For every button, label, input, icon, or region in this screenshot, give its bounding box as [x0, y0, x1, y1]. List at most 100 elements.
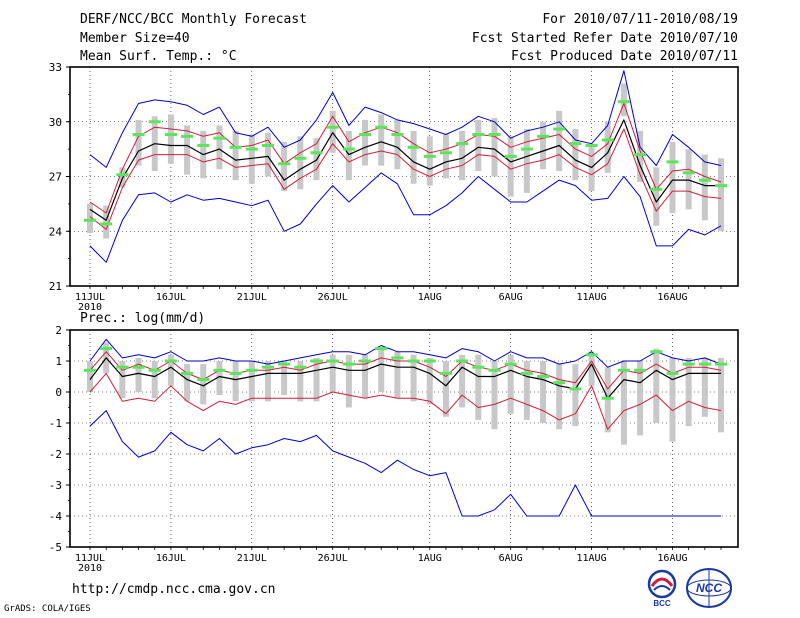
x-tick-label-line: 21JUL — [237, 292, 267, 303]
median-marker — [294, 156, 307, 160]
y-tick-label: 2 — [55, 324, 62, 337]
ensemble-box — [248, 361, 255, 402]
median-marker — [472, 133, 485, 137]
ensemble-box — [200, 364, 207, 405]
x-tick-label: 11JUL 2010 — [75, 553, 105, 574]
series-lower-line — [89, 372, 722, 430]
y-tick-label: -5 — [49, 541, 62, 554]
median-marker — [439, 371, 452, 375]
median-marker — [359, 133, 372, 137]
median-marker — [342, 147, 355, 151]
ensemble-box — [232, 361, 239, 402]
x-tick-label: 6AUG — [499, 292, 523, 303]
ncc-logo: NCC — [686, 568, 732, 608]
y-tick-label: -1 — [49, 417, 62, 430]
series-upper-line — [89, 103, 722, 214]
median-marker — [326, 359, 339, 363]
ensemble-box — [540, 361, 547, 423]
median-marker — [520, 147, 533, 151]
median-marker — [116, 173, 129, 177]
ensemble-box — [119, 361, 126, 399]
y-tick-label: 27 — [49, 171, 62, 184]
series-lower-line — [89, 128, 722, 230]
median-marker — [553, 127, 566, 131]
median-marker — [569, 387, 582, 391]
median-marker — [569, 142, 582, 146]
ensemble-box — [491, 361, 498, 430]
ensemble-box — [394, 119, 401, 170]
median-marker — [100, 347, 113, 351]
ensemble-box — [135, 119, 142, 166]
ensemble-box — [297, 136, 304, 190]
x-tick-label: 6AUG — [499, 553, 523, 564]
x-tick-label-line: 16AUG — [657, 553, 687, 564]
ensemble-box — [184, 125, 191, 175]
ensemble-box — [701, 357, 708, 417]
median-marker — [585, 143, 598, 147]
series-mean-line — [89, 119, 721, 221]
ensemble-box — [475, 354, 482, 420]
ensemble-box — [264, 361, 271, 402]
median-marker — [488, 368, 501, 372]
x-tick-label-line: 26JUL — [318, 292, 348, 303]
ensemble-box — [167, 114, 174, 164]
median-marker — [164, 133, 177, 137]
median-marker — [245, 368, 258, 372]
ensemble-box — [507, 136, 514, 197]
median-marker — [537, 134, 550, 138]
x-tick-label: 26JUL — [318, 553, 348, 564]
median-marker — [375, 347, 388, 351]
precip-title: Prec.: log(mm/d) — [80, 311, 205, 326]
ensemble-box — [345, 130, 352, 181]
ensemble-box — [718, 158, 724, 232]
ensemble-box — [507, 354, 514, 414]
median-marker — [715, 184, 727, 188]
ncc-logo-text: NCC — [696, 581, 722, 595]
ensemble-box — [281, 141, 288, 192]
ensemble-box — [297, 361, 304, 402]
source-url[interactable]: http://cmdp.ncc.cma.gov.cn — [72, 582, 276, 597]
ensemble-box — [87, 203, 93, 234]
median-marker — [84, 218, 96, 222]
ensemble-box — [362, 119, 369, 166]
median-marker — [310, 151, 323, 155]
ensemble-box — [426, 357, 433, 405]
ensemble-box — [653, 167, 660, 226]
x-tick-label: 26JUL — [318, 292, 348, 303]
ensemble-box — [442, 361, 449, 417]
median-marker — [100, 222, 113, 226]
median-marker — [132, 365, 145, 369]
ensemble-box — [345, 354, 352, 408]
series-min-line — [89, 410, 721, 517]
ensemble-box — [637, 361, 644, 436]
median-marker — [278, 362, 291, 366]
median-marker — [278, 162, 291, 166]
median-marker — [261, 365, 274, 369]
ensemble-box — [604, 367, 611, 433]
forecast-start-date: Fcst Started Refer Date 2010/07/10 — [471, 31, 738, 46]
ensemble-box — [362, 354, 369, 399]
median-marker — [229, 145, 242, 149]
x-tick-label: 21JUL — [237, 553, 267, 564]
ensemble-box — [669, 141, 676, 213]
median-marker — [213, 368, 226, 372]
ensemble-box — [491, 118, 498, 177]
ensemble-box — [167, 354, 174, 386]
ensemble-box — [604, 121, 611, 173]
series-max-line — [89, 338, 722, 368]
member-size: Member Size=40 — [80, 31, 190, 46]
series-max-line — [89, 70, 722, 168]
series-min-line — [89, 172, 722, 263]
ensemble-box — [410, 354, 417, 402]
x-tick-label: 11AUG — [577, 553, 607, 564]
x-tick-label-line: 16JUL — [156, 292, 186, 303]
median-marker — [682, 362, 695, 366]
median-marker — [504, 362, 517, 366]
ensemble-box — [329, 354, 336, 392]
median-marker — [181, 371, 194, 375]
median-marker — [181, 134, 194, 138]
bcc-logo-text: BCC — [653, 599, 671, 608]
median-marker — [132, 133, 145, 137]
x-tick-label: 16JUL — [156, 292, 186, 303]
